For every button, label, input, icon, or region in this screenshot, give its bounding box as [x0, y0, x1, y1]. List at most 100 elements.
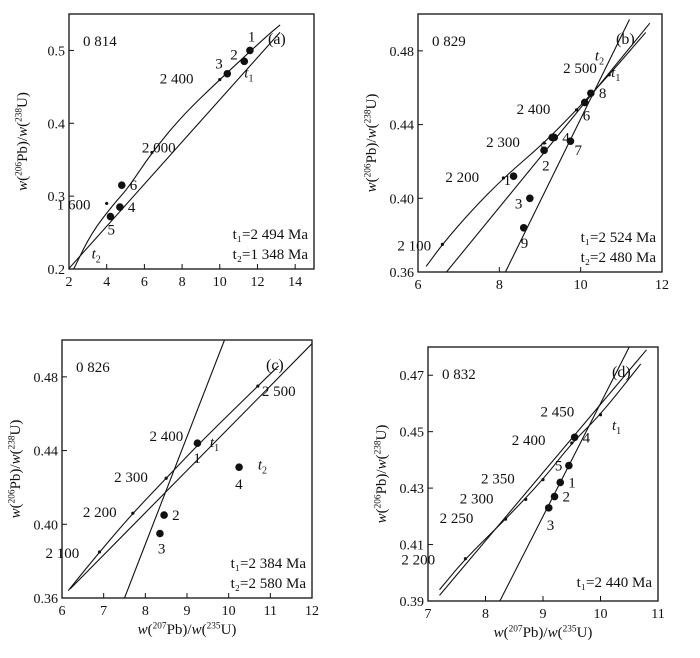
intercept-age: t₁=2 384 Ma: [231, 556, 307, 572]
point-label: 3: [215, 57, 223, 73]
age-tick-dot: [542, 141, 546, 145]
data-point: [223, 69, 232, 78]
x-tick-label: 6: [141, 275, 148, 290]
y-tick-label: 0.44: [390, 119, 415, 134]
discordia-line: [69, 343, 312, 590]
data-point: [526, 194, 534, 203]
data-point: [509, 172, 518, 180]
age-tick-dot: [131, 511, 135, 515]
x-tick-label: 8: [496, 278, 503, 293]
point-label: 2: [230, 47, 238, 63]
y-tick-label: 0.45: [400, 426, 425, 441]
point-label: 4: [128, 200, 136, 216]
point-label: 1: [504, 173, 512, 189]
concordia-curve: [73, 24, 281, 269]
concordia-age-label: 2 100: [397, 238, 431, 254]
discordia-line: [123, 340, 226, 598]
age-tick-dot: [570, 441, 574, 445]
x-tick-label: 9: [184, 604, 191, 619]
concordia-age-label: 2 200: [401, 553, 435, 569]
concordia-age-label: 2 500: [262, 384, 296, 400]
data-point: [160, 511, 168, 519]
age-tick-dot: [524, 497, 528, 501]
concordia-age-label: 2 200: [445, 170, 479, 186]
point-label: 5: [540, 140, 548, 156]
y-tick-label: 0.44: [34, 445, 59, 460]
x-tick-label: 12: [655, 278, 669, 293]
panel-tag: (b): [616, 31, 635, 48]
data-point: [587, 89, 595, 98]
point-label: 9: [521, 236, 529, 252]
y-tick-label: 0.39: [400, 595, 425, 610]
panel-tag: (d): [612, 364, 631, 381]
age-tick-dot: [598, 413, 603, 417]
point-label: 2: [172, 508, 180, 524]
age-tick-dot: [256, 384, 260, 388]
sample-id: 0 829: [432, 34, 466, 50]
x-axis-label: w(207Pb)/w(235U): [494, 624, 593, 641]
concordia-age-label: 2 300: [486, 135, 520, 151]
x-tick-label: 12: [305, 604, 319, 619]
x-tick-label: 4: [103, 275, 110, 290]
concordia-age-label: 2 400: [512, 433, 546, 449]
y-tick-label: 0.47: [400, 369, 425, 384]
age-tick-dot: [97, 550, 102, 554]
data-point: [156, 529, 164, 538]
concordia-age-label: 2 350: [481, 472, 515, 488]
x-tick-label: 7: [425, 607, 432, 622]
intercept-age: t₂=2 580 Ma: [231, 576, 307, 592]
point-label: 3: [158, 542, 166, 558]
point-label: 1: [568, 475, 576, 491]
data-point: [193, 439, 202, 448]
y-axis-label: w(206Pb)/w(238U): [363, 94, 380, 193]
intercept-age: t₁=2 494 Ma: [233, 227, 309, 243]
y-axis-label: w(206Pb)/w(238U): [373, 425, 390, 524]
concordia-curve: [67, 365, 280, 591]
concordia-age-label: 1 600: [57, 197, 91, 213]
concordia-age-label: 2 000: [142, 140, 176, 156]
x-tick-label: 8: [482, 607, 489, 622]
intercept-label: t2: [258, 457, 267, 476]
sample-id: 0 814: [83, 34, 117, 50]
concordia-age-label: 2 250: [440, 511, 474, 527]
data-point: [566, 137, 575, 145]
data-point: [580, 98, 589, 107]
intercept-label: t2: [92, 246, 101, 265]
plot-area: [69, 24, 281, 269]
plot-area: [67, 340, 312, 598]
data-point: [240, 57, 249, 66]
panel-tag: (a): [268, 31, 286, 48]
data-point: [550, 492, 559, 501]
y-tick-label: 0.43: [400, 482, 425, 497]
point-label: 6: [130, 178, 138, 194]
y-tick-label: 0.48: [390, 45, 415, 60]
age-tick-dot: [504, 517, 508, 521]
sample-id: 0 826: [76, 360, 110, 376]
data-point: [246, 46, 254, 55]
x-tick-label: 11: [264, 604, 277, 619]
intercept-age: t₁=2 524 Ma: [581, 230, 657, 246]
data-point: [565, 461, 573, 470]
data-point: [544, 504, 553, 512]
y-tick-label: 0.3: [48, 190, 66, 205]
intercept-label: t1: [612, 418, 621, 437]
data-point: [235, 463, 243, 471]
intercept-label: t1: [210, 435, 219, 454]
x-tick-label: 10: [594, 607, 608, 622]
intercept-label: t1: [244, 66, 253, 85]
age-tick-dot: [501, 176, 505, 180]
x-axis-label: w(207Pb)/w(235U): [138, 621, 237, 638]
data-point: [548, 133, 556, 142]
point-label: 6: [583, 108, 591, 124]
age-tick-dot: [575, 108, 579, 112]
y-axis-label: w(206Pb)/w(238U): [14, 92, 31, 191]
intercept-label: t2: [595, 48, 604, 67]
concordia-age-label: 2 300: [114, 470, 148, 486]
concordia-age-label: 2 100: [46, 546, 80, 562]
discordia-line: [439, 349, 647, 596]
x-tick-label: 8: [142, 604, 149, 619]
x-tick-label: 10: [574, 278, 588, 293]
